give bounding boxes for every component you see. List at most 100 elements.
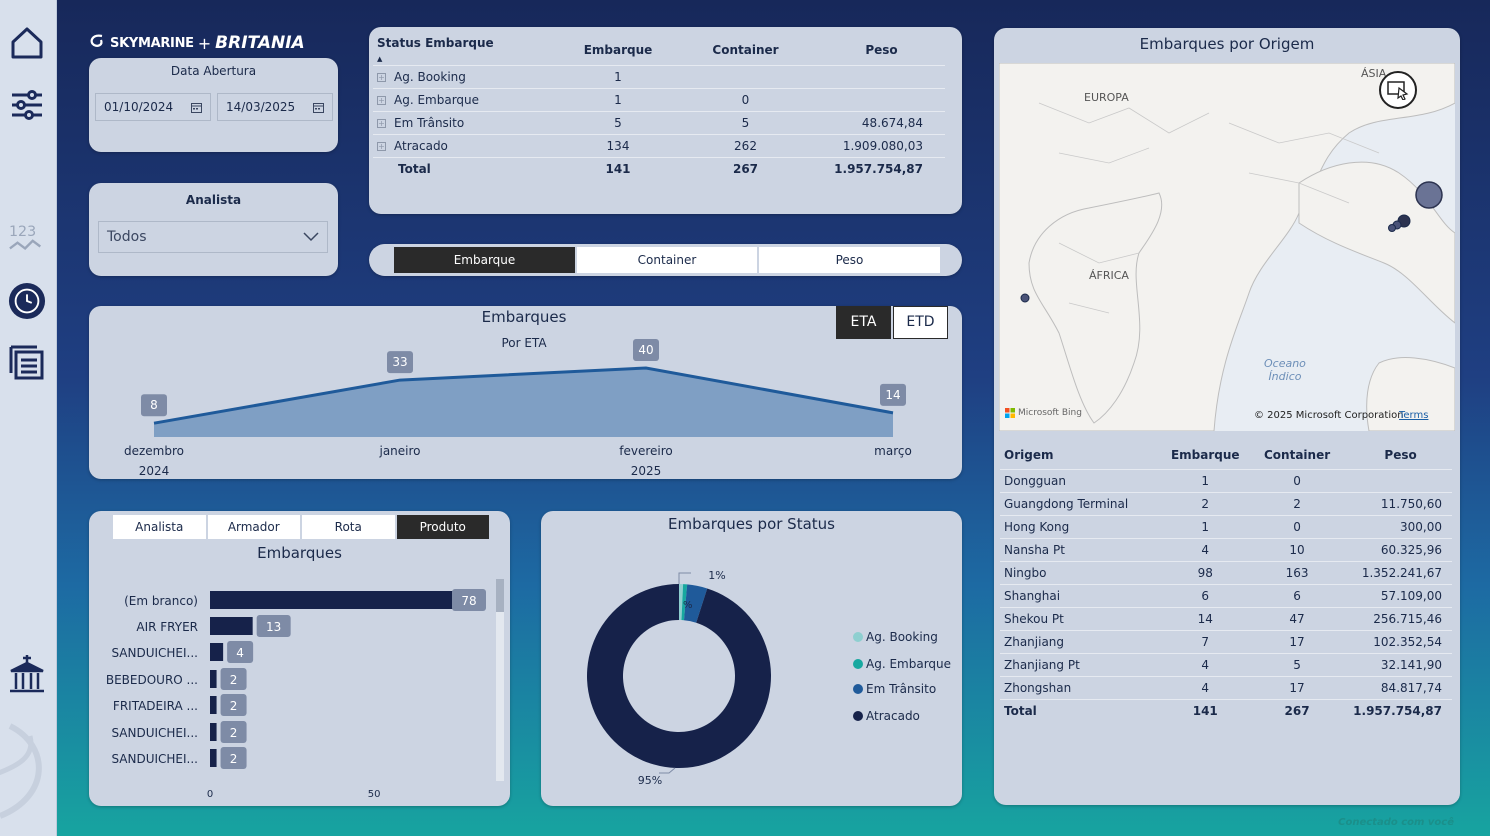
bar[interactable]: [210, 670, 217, 688]
sidebar: 123: [0, 0, 57, 836]
report-list-icon[interactable]: [8, 344, 46, 382]
callout-line: [659, 767, 676, 774]
origem-cell: Guangdong Terminal: [1000, 491, 1166, 515]
embarque-cell: 4: [1165, 675, 1245, 699]
map-bubble-other[interactable]: [1020, 293, 1030, 303]
bar-category-label: SANDUICHEI...: [111, 646, 198, 660]
origem-cell: Dongguan: [1000, 468, 1166, 492]
embarque-header[interactable]: Embarque: [1170, 447, 1240, 462]
bar[interactable]: [210, 749, 217, 767]
bar-category-label: (Em branco): [124, 594, 198, 608]
expand-icon[interactable]: +: [377, 141, 386, 151]
number-123-icon[interactable]: 123: [8, 218, 46, 256]
legend-label[interactable]: Em Trânsito: [866, 682, 936, 696]
filter-sliders-icon[interactable]: [8, 86, 46, 124]
area-chart-card: Embarques Por ETA ETA ETD 8 dezembro 33 jan…: [89, 306, 962, 479]
area-line: [153, 366, 894, 425]
peso-cell: 256.715,46: [1349, 606, 1452, 630]
end-date-input[interactable]: 14/03/2025: [217, 93, 333, 121]
focus-mode-icon: [1387, 81, 1409, 100]
scrollbar-thumb[interactable]: [496, 579, 504, 612]
container-header[interactable]: Container: [712, 42, 779, 57]
map-bubble-ningbo[interactable]: [1415, 181, 1443, 209]
donut-chart-title: Embarques por Status: [668, 515, 835, 533]
x-year-label: 2025: [631, 464, 662, 478]
legend-label[interactable]: Atracado: [866, 709, 920, 723]
bar[interactable]: [210, 696, 217, 714]
embarque-header[interactable]: Embarque: [583, 42, 653, 57]
legend-label[interactable]: Ag. Embarque: [866, 657, 951, 671]
donut-slice[interactable]: [683, 584, 708, 623]
data-label-box: [387, 351, 413, 374]
legend-label[interactable]: Ag. Booking: [866, 630, 938, 644]
bar-chart-scrollbar[interactable]: [496, 579, 504, 781]
table-row: + Atracado 134 262 1.909.080,03: [373, 133, 945, 157]
footer-brand: Conectado com você: [1338, 817, 1454, 828]
legend-marker: [853, 684, 863, 694]
analyst-filter-card: Analista Todos: [89, 183, 338, 276]
origem-cell: Shanghai: [1000, 583, 1166, 607]
donut-slice[interactable]: [587, 584, 771, 768]
data-label-box: [220, 747, 247, 769]
bar-category-label: BEBEDOURO ...: [106, 673, 198, 687]
calendar-icon[interactable]: [191, 102, 202, 113]
container-header[interactable]: Container: [1263, 447, 1331, 462]
bar[interactable]: [210, 643, 224, 661]
map-bubble-zhongshan[interactable]: [1388, 224, 1396, 232]
donut-slice[interactable]: [679, 584, 684, 621]
table-row: Guangdong Terminal 2 2 11.750,60: [1000, 491, 1452, 515]
bar-category-label: AIR FRYER: [136, 620, 198, 634]
status-table-card: Status Embarque ▲ Embarque Container Peso…: [369, 27, 962, 214]
metric-container-button[interactable]: Container: [577, 247, 757, 273]
tab-analista[interactable]: Analista: [113, 515, 206, 539]
bar[interactable]: [210, 617, 253, 635]
x-tick-label: 0: [207, 789, 213, 800]
table-row: Hong Kong 1 0 300,00: [1000, 514, 1452, 538]
origem-cell: Nansha Pt: [1000, 537, 1166, 561]
bing-logo: Microsoft Bing: [1005, 408, 1082, 418]
embarque-cell: 7: [1165, 629, 1245, 653]
tab-rota[interactable]: Rota: [302, 515, 395, 539]
table-row: Shanghai 6 6 57.109,00: [1000, 583, 1452, 607]
bar[interactable]: [210, 591, 466, 609]
bar[interactable]: [210, 723, 217, 741]
analyst-dropdown[interactable]: Todos: [98, 221, 328, 253]
data-label: 2: [230, 726, 238, 740]
tab-produto[interactable]: Produto: [396, 515, 489, 539]
peso-header[interactable]: Peso: [1384, 447, 1417, 462]
tab-armador[interactable]: Armador: [207, 515, 300, 539]
map-terms-link[interactable]: Terms: [1399, 410, 1429, 421]
origem-header[interactable]: Origem: [1004, 447, 1054, 462]
embarque-cell: 141: [1165, 698, 1245, 722]
etd-button[interactable]: ETD: [893, 306, 948, 339]
expand-icon[interactable]: +: [377, 95, 386, 105]
table-row: Dongguan 1 0: [1000, 468, 1452, 492]
expand-icon[interactable]: +: [377, 118, 386, 128]
table-row: Zhanjiang 7 17 102.352,54: [1000, 629, 1452, 653]
data-label: 13: [266, 620, 281, 634]
donut-slice[interactable]: [681, 584, 688, 621]
bar-chart: (Em branco) 78 AIR FRYER 13 SANDUICHEI... 4 BE…: [106, 589, 486, 800]
port-building-icon[interactable]: [8, 655, 46, 693]
origin-map[interactable]: EUROPA ÁSIA ÁFRICA Oceano Índico Microsof…: [999, 63, 1455, 431]
eta-button[interactable]: ETA: [836, 306, 891, 339]
microsoft-logo-icon: [1005, 408, 1015, 418]
map-canvas: [999, 63, 1455, 431]
status-header[interactable]: Status Embarque ▲: [377, 35, 494, 63]
metric-peso-button[interactable]: Peso: [759, 247, 940, 273]
peso-cell: [1349, 468, 1452, 492]
focus-mode-button[interactable]: [1379, 71, 1417, 109]
calendar-icon[interactable]: [313, 102, 324, 113]
container-cell: 17: [1244, 675, 1350, 699]
expand-icon[interactable]: +: [377, 72, 386, 82]
container-cell: 6: [1244, 583, 1350, 607]
home-icon[interactable]: [8, 24, 46, 62]
bar-category-label: SANDUICHEI...: [111, 726, 198, 740]
peso-cell: 11.750,60: [1349, 491, 1452, 515]
clock-icon[interactable]: [8, 282, 46, 320]
start-date-input[interactable]: 01/10/2024: [95, 93, 211, 121]
metric-embarque-button[interactable]: Embarque: [394, 247, 575, 273]
legend-marker: [853, 711, 863, 721]
data-label: 78: [461, 594, 476, 608]
peso-header[interactable]: Peso: [865, 42, 898, 57]
